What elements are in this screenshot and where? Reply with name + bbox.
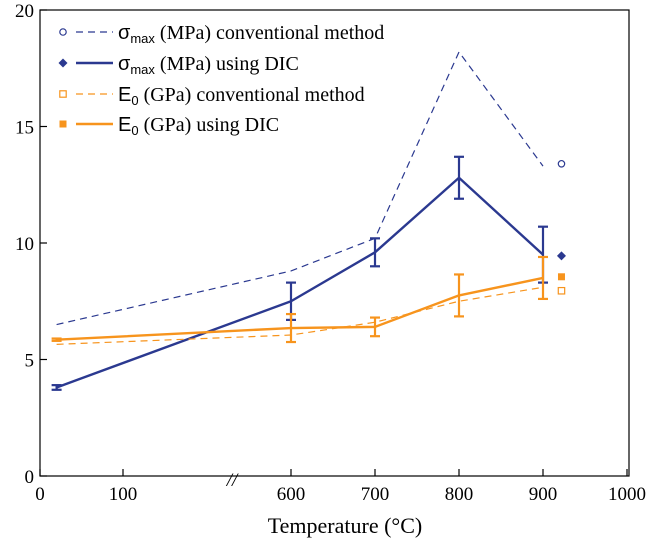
series-line xyxy=(56,276,544,341)
y-tick-label: 0 xyxy=(25,467,35,488)
legend-marker xyxy=(59,120,67,128)
legend-entry-3: E0 (GPa) using DIC xyxy=(59,114,279,138)
legend-entry-1: σmax (MPa) using DIC xyxy=(58,53,299,77)
series-line xyxy=(56,286,544,345)
legend-marker xyxy=(59,90,67,98)
legend-label: E0 (GPa) using DIC xyxy=(118,114,279,138)
series-3 xyxy=(51,255,565,344)
axes: 0 100 600 700 800 900 1000 0 5 10 15 20 // xyxy=(15,1,646,505)
plot-frame xyxy=(39,9,630,477)
x-tick-label: 100 xyxy=(109,484,138,505)
series-line xyxy=(56,176,544,389)
y-tick-label: 15 xyxy=(15,118,34,139)
legend-marker xyxy=(58,58,68,68)
y-tick-label: 20 xyxy=(15,1,34,22)
x-tick-label: 900 xyxy=(529,484,558,505)
series-2 xyxy=(56,286,566,345)
x-tick-label: 600 xyxy=(277,484,306,505)
x-axis-label: Temperature (°C) xyxy=(268,513,422,538)
x-tick-label: 0 xyxy=(35,484,45,505)
average-marker xyxy=(557,159,566,168)
average-marker xyxy=(557,286,566,295)
legend-label: σmax (MPa) using DIC xyxy=(118,53,299,77)
average-marker xyxy=(556,251,566,261)
x-tick-label: 1000 xyxy=(608,484,646,505)
legend-marker xyxy=(59,28,67,36)
legend-label: E0 (GPa) conventional method xyxy=(118,84,365,108)
legend-entry-2: E0 (GPa) conventional method xyxy=(59,84,365,108)
legend-label: σmax (MPa) conventional method xyxy=(118,22,384,46)
y-tick-label: 5 xyxy=(25,351,35,372)
y-tick-label: 10 xyxy=(15,234,34,255)
series-1 xyxy=(51,155,566,391)
axis-break-mark: // xyxy=(226,470,239,491)
plot-marks xyxy=(51,51,566,391)
x-tick-label: 800 xyxy=(445,484,474,505)
legend: σmax (MPa) conventional method σmax (MPa)… xyxy=(58,22,384,138)
legend-entry-0: σmax (MPa) conventional method xyxy=(59,22,384,46)
x-tick-label: 700 xyxy=(361,484,390,505)
average-marker xyxy=(557,273,565,281)
